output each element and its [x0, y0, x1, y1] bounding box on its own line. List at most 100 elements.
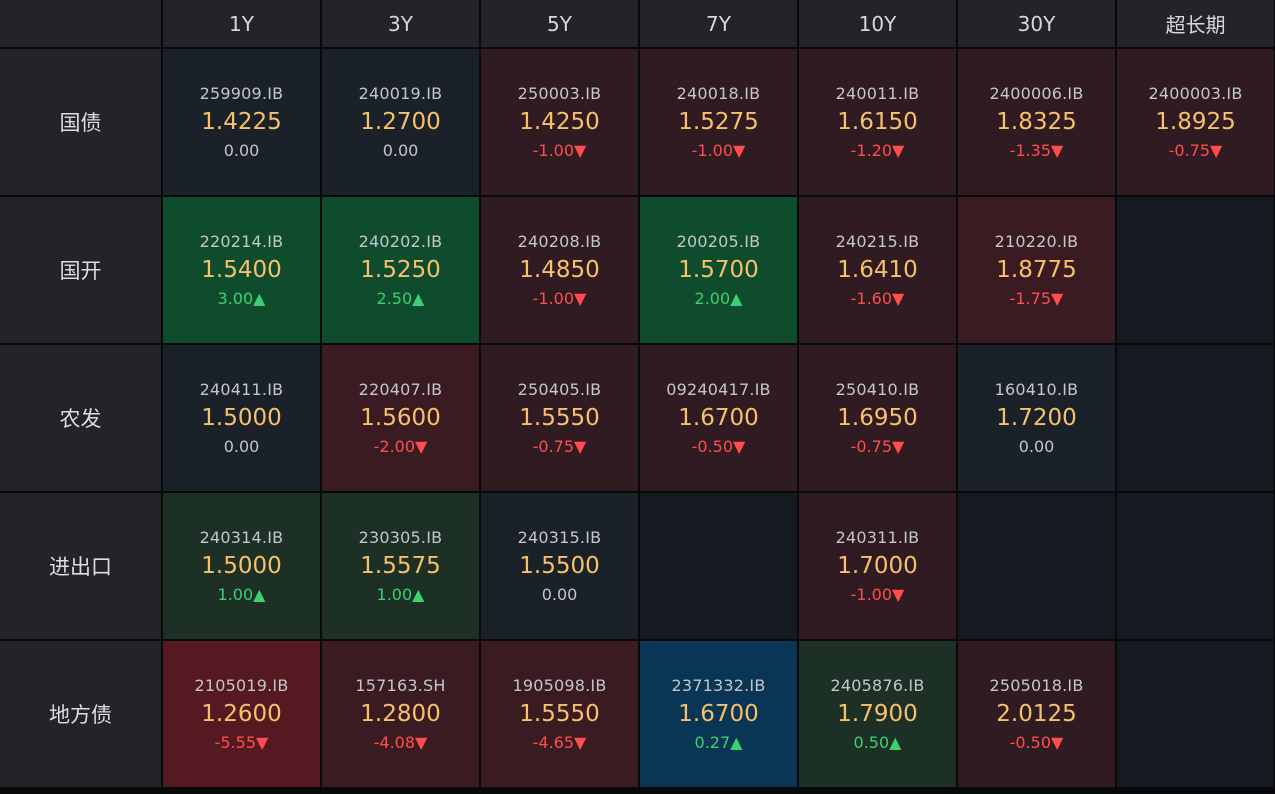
bond-cell[interactable]: 2371332.IB 1.6700 0.27▲ [640, 641, 797, 787]
bond-change: 0.00 [1018, 437, 1055, 456]
bond-cell[interactable]: 240202.IB 1.5250 2.50▲ [322, 197, 479, 343]
bond-change: -4.65▼ [532, 733, 587, 752]
bond-code: 240315.IB [517, 528, 602, 547]
bond-cell[interactable]: 210220.IB 1.8775 -1.75▼ [958, 197, 1115, 343]
bond-yield: 1.5275 [678, 109, 759, 135]
bond-code: 220214.IB [199, 232, 284, 251]
bond-yield: 1.6700 [678, 701, 759, 727]
bond-cell[interactable]: 220214.IB 1.5400 3.00▲ [163, 197, 320, 343]
bond-cell[interactable]: 250410.IB 1.6950 -0.75▼ [799, 345, 956, 491]
bond-yield: 1.4225 [201, 109, 282, 135]
bond-yield: 1.5400 [201, 257, 282, 283]
bond-change: -1.35▼ [1009, 141, 1064, 160]
empty-cell [640, 493, 797, 639]
bond-code: 240311.IB [835, 528, 920, 547]
header-7y[interactable]: 7Y [640, 0, 797, 47]
bond-cell[interactable]: 2400003.IB 1.8925 -0.75▼ [1117, 49, 1274, 195]
empty-cell [1117, 197, 1274, 343]
bond-change: -1.00▼ [850, 585, 905, 604]
bond-change: -1.60▼ [850, 289, 905, 308]
bond-cell[interactable]: 240411.IB 1.5000 0.00 [163, 345, 320, 491]
bond-change: -4.08▼ [373, 733, 428, 752]
empty-cell [1117, 345, 1274, 491]
bond-cell[interactable]: 2400006.IB 1.8325 -1.35▼ [958, 49, 1115, 195]
bond-cell[interactable]: 240315.IB 1.5500 0.00 [481, 493, 638, 639]
empty-cell [958, 493, 1115, 639]
bond-cell[interactable]: 09240417.IB 1.6700 -0.50▼ [640, 345, 797, 491]
bond-yield: 1.5700 [678, 257, 759, 283]
header-10y[interactable]: 10Y [799, 0, 956, 47]
bond-code: 09240417.IB [666, 380, 771, 399]
bond-change: 0.00 [541, 585, 578, 604]
bond-change: 2.50▲ [376, 289, 425, 308]
bond-yield: 1.7900 [837, 701, 918, 727]
bond-yield: 1.5250 [360, 257, 441, 283]
bond-cell[interactable]: 240311.IB 1.7000 -1.00▼ [799, 493, 956, 639]
bond-code: 2400006.IB [989, 84, 1084, 103]
bond-change: -0.75▼ [532, 437, 587, 456]
bond-cell[interactable]: 160410.IB 1.7200 0.00 [958, 345, 1115, 491]
bond-change: 1.00▲ [376, 585, 425, 604]
header-5y[interactable]: 5Y [481, 0, 638, 47]
bond-yield: 1.5000 [201, 553, 282, 579]
bond-cell[interactable]: 240215.IB 1.6410 -1.60▼ [799, 197, 956, 343]
bond-cell[interactable]: 157163.SH 1.2800 -4.08▼ [322, 641, 479, 787]
row-label-exim[interactable]: 进出口 [0, 493, 161, 639]
bond-cell[interactable]: 1905098.IB 1.5550 -4.65▼ [481, 641, 638, 787]
bond-code: 157163.SH [355, 676, 446, 695]
bond-code: 250405.IB [517, 380, 602, 399]
bond-change: 0.50▲ [853, 733, 902, 752]
bond-change: -0.50▼ [1009, 733, 1064, 752]
bond-code: 240215.IB [835, 232, 920, 251]
bond-yield: 1.6950 [837, 405, 918, 431]
header-30y[interactable]: 30Y [958, 0, 1115, 47]
bond-yield: 1.8325 [996, 109, 1077, 135]
header-3y[interactable]: 3Y [322, 0, 479, 47]
bond-change: 1.00▲ [217, 585, 266, 604]
bond-cell[interactable]: 240019.IB 1.2700 0.00 [322, 49, 479, 195]
bond-yield: 1.7000 [837, 553, 918, 579]
bond-cell[interactable]: 200205.IB 1.5700 2.00▲ [640, 197, 797, 343]
bond-cell[interactable]: 240018.IB 1.5275 -1.00▼ [640, 49, 797, 195]
bond-code: 200205.IB [676, 232, 761, 251]
bond-cell[interactable]: 230305.IB 1.5575 1.00▲ [322, 493, 479, 639]
bond-yield: 1.7200 [996, 405, 1077, 431]
bond-change: -0.50▼ [691, 437, 746, 456]
bond-cell[interactable]: 220407.IB 1.5600 -2.00▼ [322, 345, 479, 491]
bond-cell[interactable]: 2105019.IB 1.2600 -5.55▼ [163, 641, 320, 787]
bond-yield: 1.6700 [678, 405, 759, 431]
bond-yield: 1.6150 [837, 109, 918, 135]
header-1y[interactable]: 1Y [163, 0, 320, 47]
bond-cell[interactable]: 240208.IB 1.4850 -1.00▼ [481, 197, 638, 343]
header-ultra-long[interactable]: 超长期 [1117, 0, 1274, 47]
bond-code: 210220.IB [994, 232, 1079, 251]
row-label-treasury[interactable]: 国债 [0, 49, 161, 195]
bond-yield: 1.2800 [360, 701, 441, 727]
bond-cell[interactable]: 240314.IB 1.5000 1.00▲ [163, 493, 320, 639]
bond-yield: 1.5000 [201, 405, 282, 431]
bond-cell[interactable]: 2405876.IB 1.7900 0.50▲ [799, 641, 956, 787]
bond-change: -2.00▼ [373, 437, 428, 456]
bond-code: 240019.IB [358, 84, 443, 103]
bond-yield: 1.5500 [519, 553, 600, 579]
bond-code: 2371332.IB [671, 676, 766, 695]
bond-change: -1.20▼ [850, 141, 905, 160]
bond-change: 3.00▲ [217, 289, 266, 308]
bond-yield: 1.5550 [519, 701, 600, 727]
bond-cell[interactable]: 250003.IB 1.4250 -1.00▼ [481, 49, 638, 195]
bond-change: 0.00 [382, 141, 419, 160]
bond-cell[interactable]: 2505018.IB 2.0125 -0.50▼ [958, 641, 1115, 787]
bond-change: -1.00▼ [691, 141, 746, 160]
empty-cell [1117, 641, 1274, 787]
bond-yield: 1.6410 [837, 257, 918, 283]
bond-cell[interactable]: 240011.IB 1.6150 -1.20▼ [799, 49, 956, 195]
bond-cell[interactable]: 250405.IB 1.5550 -0.75▼ [481, 345, 638, 491]
row-label-cdb[interactable]: 国开 [0, 197, 161, 343]
bond-code: 240411.IB [199, 380, 284, 399]
bond-code: 2400003.IB [1148, 84, 1243, 103]
bond-yield: 1.4250 [519, 109, 600, 135]
bond-code: 259909.IB [199, 84, 284, 103]
bond-cell[interactable]: 259909.IB 1.4225 0.00 [163, 49, 320, 195]
row-label-adbc[interactable]: 农发 [0, 345, 161, 491]
row-label-local-gov[interactable]: 地方债 [0, 641, 161, 787]
